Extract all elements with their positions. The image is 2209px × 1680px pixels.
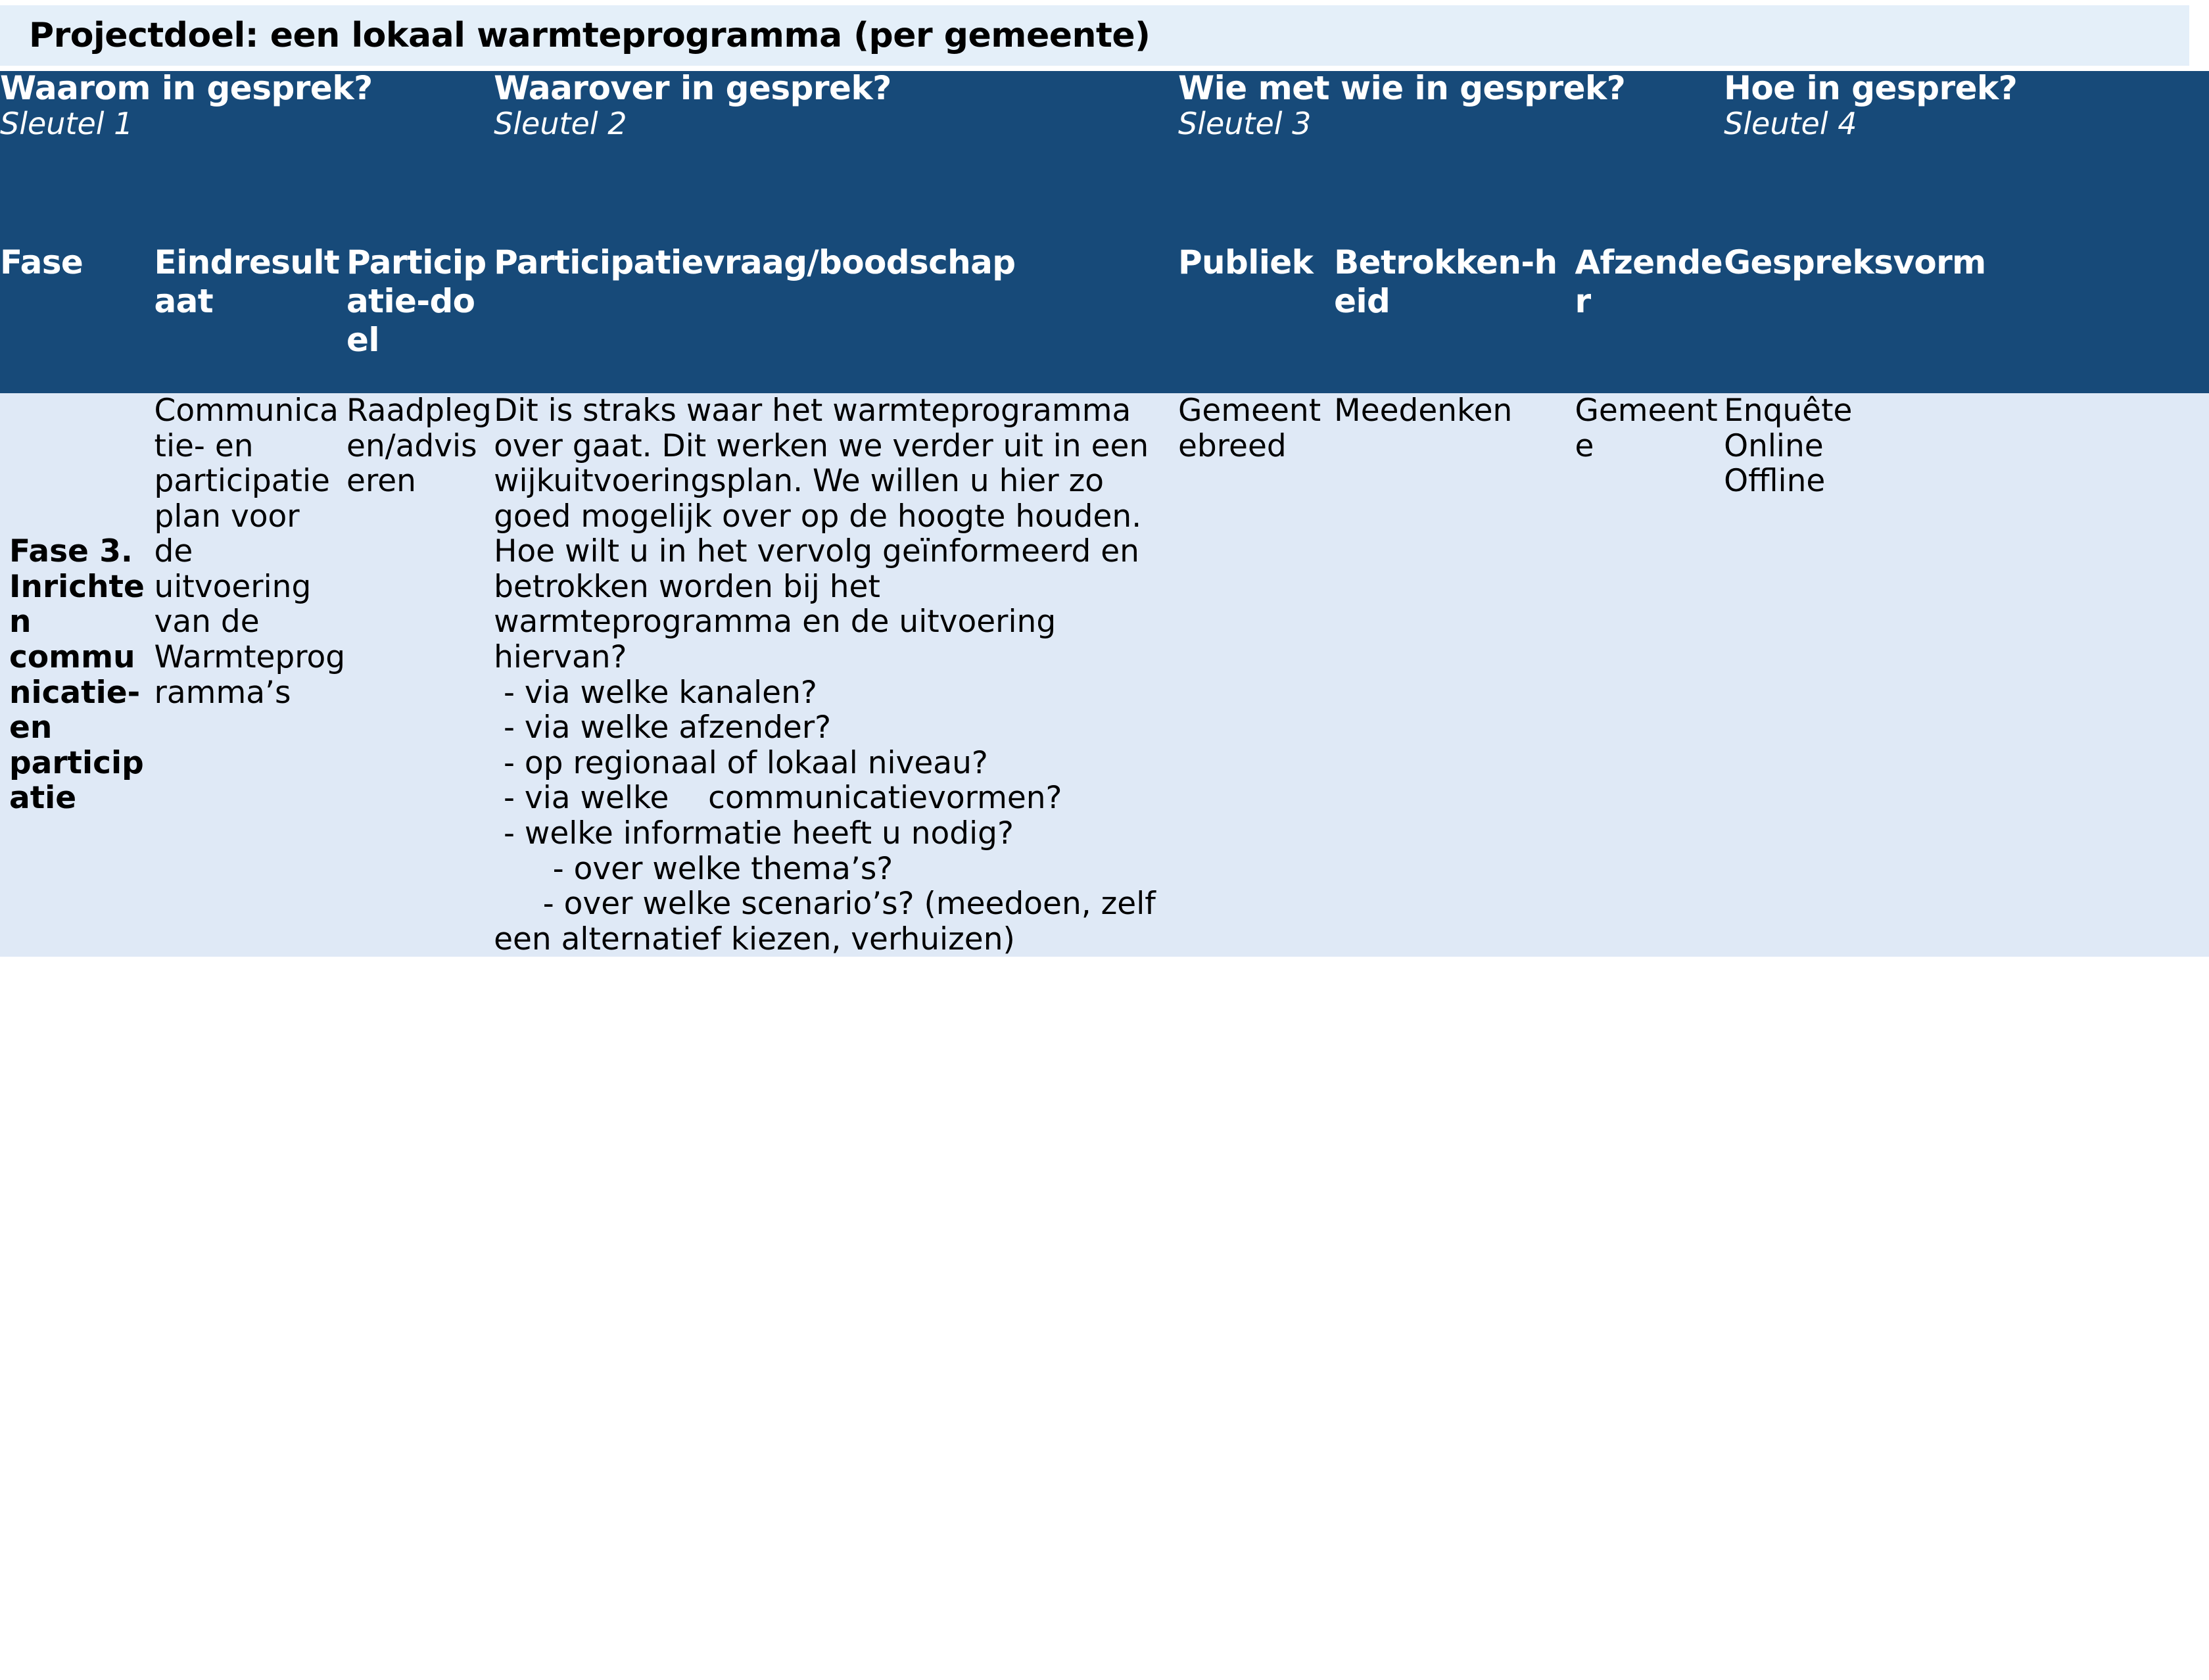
- band-wie-met-wie: Wie met wie in gesprek? Sleutel 3: [1177, 69, 1724, 243]
- column-header-gespreksvorm: Gespreksvorm: [1724, 243, 2209, 393]
- band-hoe: Hoe in gesprek? Sleutel 4: [1724, 71, 2209, 243]
- column-header-row: Fase Eindresultaat Participatie-doel Par…: [0, 243, 2209, 393]
- column-header-fase: Fase: [0, 243, 154, 393]
- column-header-participatiedoel: Participatie-doel: [346, 243, 494, 393]
- band-wie-met-wie-title: Wie met wie in gesprek?: [1177, 69, 1626, 107]
- column-header-publiek: Publiek: [1177, 243, 1335, 393]
- page-title: Projectdoel: een lokaal warmteprogramma …: [29, 16, 1151, 55]
- cell-eindresultaat: Communicatie- en participatieplan voor d…: [154, 393, 347, 957]
- table-row: Fase 3. Inrichten communicatie- en parti…: [0, 393, 2209, 957]
- band-waarom-subtitle: Sleutel 1: [0, 106, 133, 141]
- cell-participatievraag: Dit is straks waar het warmteprogramma o…: [494, 393, 1178, 957]
- band-hoe-subtitle: Sleutel 4: [1724, 106, 1857, 141]
- column-header-eindresultaat: Eindresultaat: [154, 243, 347, 393]
- cell-gespreksvorm: Enquête Online Offline: [1724, 393, 2209, 957]
- cell-participatiedoel: Raadplegen/adviseren: [346, 393, 494, 957]
- participation-matrix-table: Waarom in gesprek? Sleutel 1 Waarover in…: [0, 71, 2209, 957]
- band-waarover-title: Waarover in gesprek?: [494, 69, 891, 107]
- cell-afzender: Gemeente: [1575, 393, 1724, 957]
- column-header-participatievraag: Participatievraag/boodschap: [494, 243, 1178, 393]
- column-header-afzender: Afzender: [1575, 243, 1724, 393]
- participatievraag-text: Dit is straks waar het warmteprogramma o…: [494, 393, 1156, 957]
- band-waarom-title: Waarom in gesprek?: [0, 69, 373, 107]
- project-goal-title-band: Projectdoel: een lokaal warmteprogramma …: [0, 5, 2189, 66]
- gespreksvorm-text: Enquête Online Offline: [1724, 393, 1853, 500]
- band-waarover: Waarover in gesprek? Sleutel 2: [494, 71, 1178, 243]
- cell-betrokkenheid: Meedenken: [1334, 393, 1575, 957]
- band-waarover-subtitle: Sleutel 2: [494, 106, 627, 141]
- cell-publiek: Gemeentebreed: [1177, 393, 1335, 957]
- band-waarom: Waarom in gesprek? Sleutel 1: [0, 71, 494, 243]
- band-header-row: Waarom in gesprek? Sleutel 1 Waarover in…: [0, 71, 2209, 243]
- column-header-betrokkenheid: Betrokken-heid: [1334, 243, 1575, 393]
- cell-fase: Fase 3. Inrichten communicatie- en parti…: [0, 393, 154, 957]
- band-wie-met-wie-subtitle: Sleutel 3: [1177, 106, 1312, 141]
- band-hoe-title: Hoe in gesprek?: [1724, 69, 2018, 107]
